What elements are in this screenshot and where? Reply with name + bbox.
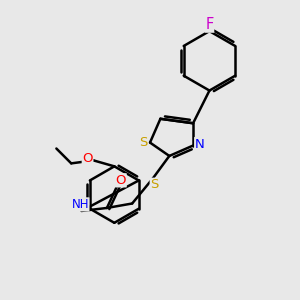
- Text: S: S: [139, 136, 148, 149]
- Text: F: F: [205, 17, 214, 32]
- Text: O: O: [82, 152, 93, 165]
- Text: O: O: [116, 174, 126, 187]
- Text: N: N: [195, 138, 205, 151]
- Text: NH: NH: [71, 198, 89, 211]
- Text: S: S: [150, 178, 159, 191]
